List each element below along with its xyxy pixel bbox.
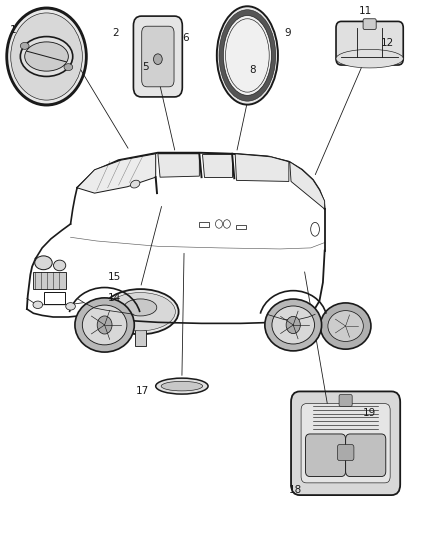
Ellipse shape (20, 37, 73, 76)
FancyBboxPatch shape (301, 403, 390, 483)
Ellipse shape (265, 299, 321, 351)
Ellipse shape (106, 293, 175, 331)
Bar (237, 225, 246, 229)
Bar (199, 222, 209, 227)
Bar (44, 292, 65, 304)
Ellipse shape (131, 180, 140, 188)
Circle shape (7, 9, 86, 104)
FancyBboxPatch shape (135, 330, 146, 346)
Circle shape (97, 316, 112, 334)
Text: 8: 8 (250, 65, 256, 75)
FancyBboxPatch shape (142, 26, 174, 87)
Text: 18: 18 (289, 485, 302, 495)
Text: 12: 12 (381, 38, 394, 48)
FancyBboxPatch shape (134, 16, 182, 97)
Ellipse shape (320, 303, 371, 349)
Circle shape (11, 13, 82, 100)
FancyBboxPatch shape (346, 434, 386, 477)
Text: 1: 1 (10, 25, 16, 35)
Ellipse shape (336, 50, 403, 68)
FancyBboxPatch shape (339, 394, 352, 406)
FancyBboxPatch shape (363, 19, 376, 29)
Ellipse shape (25, 42, 68, 71)
Text: 9: 9 (285, 28, 291, 38)
Ellipse shape (155, 378, 208, 394)
Text: 6: 6 (182, 33, 188, 43)
Text: 11: 11 (359, 6, 372, 17)
Text: 17: 17 (136, 386, 149, 397)
Text: 15: 15 (108, 272, 121, 282)
Circle shape (286, 317, 300, 334)
Ellipse shape (161, 381, 203, 391)
Ellipse shape (64, 63, 73, 70)
Ellipse shape (53, 260, 66, 271)
Text: 14: 14 (108, 293, 121, 303)
Polygon shape (202, 154, 232, 177)
Polygon shape (235, 154, 289, 181)
Ellipse shape (102, 289, 179, 334)
Ellipse shape (223, 15, 272, 95)
FancyBboxPatch shape (33, 272, 66, 289)
Ellipse shape (82, 305, 127, 345)
Polygon shape (290, 162, 325, 209)
Circle shape (153, 54, 162, 64)
FancyBboxPatch shape (337, 445, 354, 461)
Polygon shape (158, 154, 199, 177)
Ellipse shape (217, 6, 278, 104)
Ellipse shape (66, 303, 75, 310)
Ellipse shape (272, 306, 314, 344)
Ellipse shape (20, 43, 29, 50)
Text: 2: 2 (112, 28, 119, 38)
Ellipse shape (35, 256, 52, 270)
FancyBboxPatch shape (291, 391, 400, 495)
Ellipse shape (75, 298, 134, 352)
Ellipse shape (328, 311, 364, 342)
Ellipse shape (33, 301, 42, 309)
FancyBboxPatch shape (305, 434, 346, 477)
Ellipse shape (124, 299, 157, 316)
Text: 19: 19 (363, 408, 376, 418)
Ellipse shape (219, 10, 276, 101)
Polygon shape (77, 154, 155, 193)
FancyBboxPatch shape (336, 21, 403, 65)
Text: 5: 5 (143, 62, 149, 72)
